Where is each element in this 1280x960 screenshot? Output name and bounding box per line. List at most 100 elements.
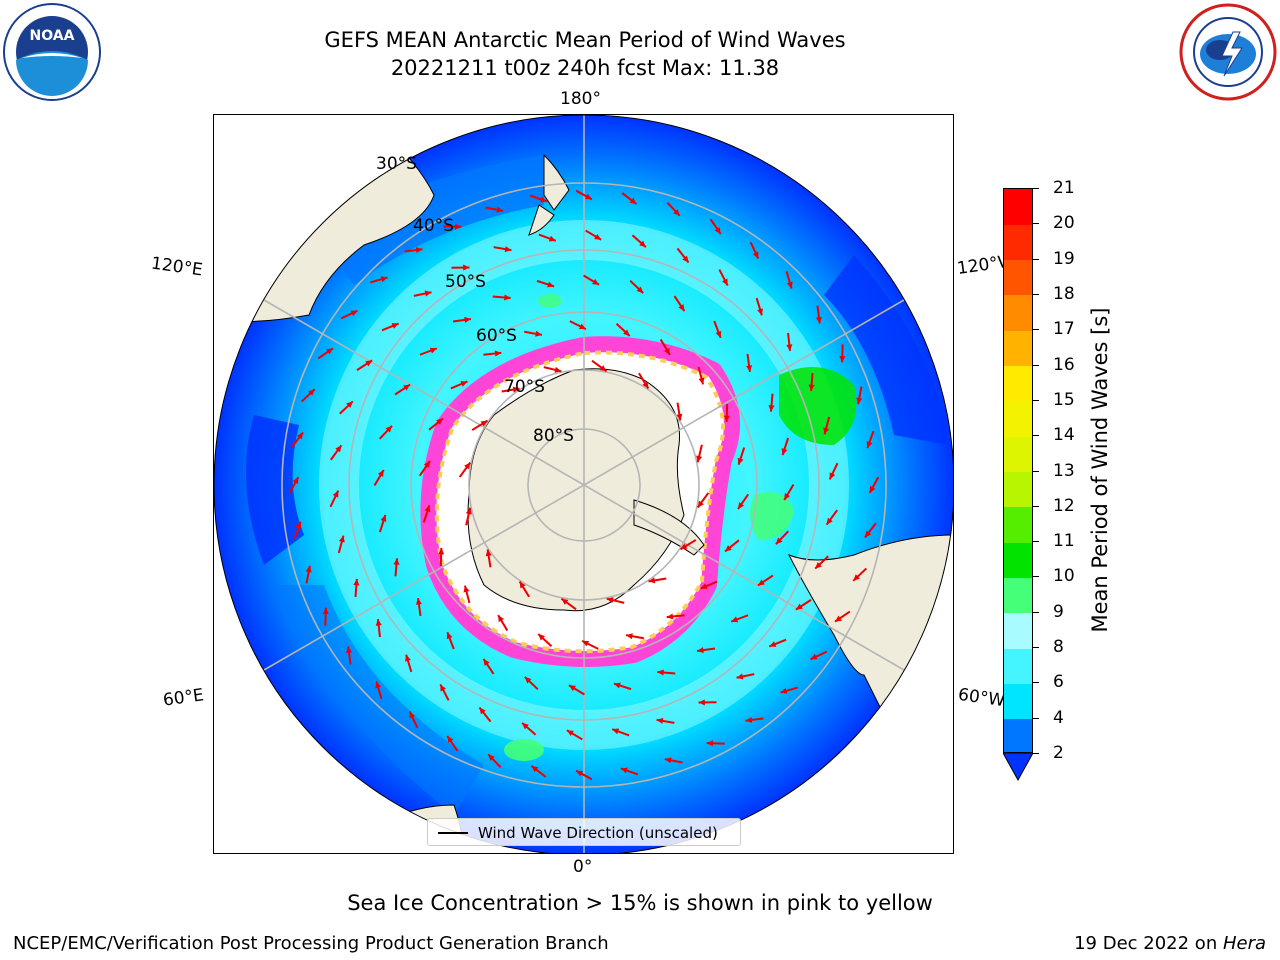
wind-wave-arrowhead (305, 565, 312, 573)
colorbar-tick-label: 6 (1053, 672, 1064, 693)
colorbar-tick-label: 19 (1053, 248, 1075, 269)
wind-wave-arrowhead (480, 420, 488, 427)
wind-wave-arrowhead (839, 355, 846, 363)
wind-wave-arrowhead (768, 405, 775, 412)
wind-wave-arrowhead (479, 707, 486, 715)
wind-wave-arrowhead (483, 658, 490, 666)
colorbar-segment (1004, 471, 1032, 508)
wind-wave-arrowhead (519, 581, 526, 589)
wind-wave-arrowhead (447, 735, 454, 743)
colorbar-segment (1004, 506, 1032, 543)
wind-wave-arrowhead (664, 757, 672, 764)
wind-wave-arrowhead (584, 193, 592, 200)
wind-wave-arrowhead (697, 500, 704, 508)
colorbar-segment (1004, 436, 1032, 472)
wind-wave-arrowhead (696, 455, 703, 463)
wind-wave-arrowhead (524, 676, 532, 684)
wind-wave-arrowhead (350, 310, 358, 317)
colorbar-tick-mark (1033, 364, 1039, 366)
wind-wave-arrowhead (568, 685, 576, 692)
lon-label-0: 0° (573, 857, 593, 877)
wind-wave-arrowhead (463, 585, 470, 593)
wind-wave-arrowhead (737, 457, 744, 465)
wind-wave-arrowhead (424, 290, 432, 297)
wind-wave-arrowhead (496, 206, 504, 213)
wind-wave-arrowhead (769, 641, 777, 647)
wave-period-patch (538, 294, 562, 308)
lon-label-60e: 60°E (161, 685, 206, 711)
polar-map: 30°S 40°S 50°S 60°S 70°S 80°S (214, 115, 953, 853)
colorbar-tick-mark (1033, 399, 1039, 401)
wind-wave-arrowhead (757, 308, 763, 316)
wind-wave-arrowhead (673, 209, 680, 216)
map-legend: Wind Wave Direction (unscaled) (427, 818, 741, 846)
wind-wave-arrowhead (424, 505, 431, 513)
wind-wave-arrowhead (642, 381, 649, 389)
wind-wave-arrowhead (613, 682, 621, 689)
wind-wave-arrowhead (664, 347, 670, 355)
wind-wave-arrowhead (415, 247, 423, 254)
wind-wave-arrowhead (823, 427, 830, 435)
wind-wave-arrowhead (535, 330, 542, 337)
wind-wave-arrowhead (826, 517, 833, 525)
noaa-logo: NOAA (3, 3, 101, 101)
colorbar-segment (1004, 542, 1032, 578)
wind-wave-arrowhead (639, 240, 646, 248)
wind-wave-arrowhead (375, 619, 382, 626)
map-frame: 30°S 40°S 50°S 60°S 70°S 80°S (213, 114, 954, 854)
colorbar-segment (1004, 259, 1032, 296)
lat-label-40s: 40°S (413, 216, 454, 236)
wind-wave-arrowhead (540, 196, 548, 203)
colorbar-tick-mark (1033, 188, 1039, 189)
wind-wave-arrowhead (522, 722, 529, 730)
wind-wave-arrowhead (678, 304, 685, 312)
wind-wave-arrowhead (576, 770, 584, 777)
lon-label-180: 180° (560, 89, 601, 109)
wind-wave-arrowhead (415, 598, 422, 605)
wind-wave-arrowhead (853, 574, 860, 581)
colorbar-segment (1004, 330, 1032, 367)
wind-wave-arrowhead (612, 728, 620, 735)
colorbar-tick-label: 13 (1053, 460, 1075, 481)
wind-wave-arrowhead (488, 754, 495, 761)
colorbar-under-extension (1003, 753, 1033, 781)
wind-wave-arrowhead (454, 223, 462, 230)
wind-wave-arrowhead (864, 530, 872, 538)
wind-wave-arrowhead (666, 613, 674, 620)
wind-wave-arrowhead (682, 255, 689, 263)
lat-label-50s: 50°S (445, 272, 486, 292)
colorbar-tick-mark (1033, 329, 1039, 331)
wave-period-patch (314, 155, 544, 285)
land-south-america-tip (842, 794, 953, 853)
graticule (214, 115, 953, 853)
wind-wave-arrowhead (757, 579, 765, 586)
land-new-zealand (528, 204, 555, 236)
colorbar-tick-mark (1033, 223, 1039, 225)
noaa-logo-text: NOAA (30, 28, 75, 44)
wind-wave-arrowhead (714, 227, 721, 235)
colorbar (1003, 188, 1033, 753)
colorbar-segment (1004, 612, 1032, 649)
wind-wave-arrowhead (353, 578, 360, 586)
wave-period-patch (750, 492, 794, 540)
wind-wave-arrowhead (393, 558, 400, 565)
colorbar-tick-label: 20 (1053, 213, 1075, 234)
lat-label-70s: 70°S (504, 377, 545, 397)
wind-wave-arrowhead (538, 634, 545, 641)
wind-wave-arrowhead (594, 233, 602, 240)
colorbar-tick-mark (1033, 717, 1039, 719)
colorbar-tick-label: 21 (1053, 178, 1075, 198)
lon-label-60w: 60°W (956, 684, 1007, 712)
wind-wave-arrowhead (295, 521, 302, 529)
colorbar-segment (1004, 294, 1032, 331)
footer-host: Hera (1222, 933, 1266, 954)
wind-wave-arrowhead (375, 681, 382, 689)
wind-wave-arrowhead (657, 669, 664, 676)
wind-wave-arrowhead (829, 472, 836, 480)
wind-wave-arrowhead (405, 654, 411, 662)
wind-wave-arrowhead (504, 246, 512, 253)
wind-wave-arrowhead (815, 316, 822, 324)
wind-wave-arrowhead (795, 603, 803, 610)
wind-wave-arrowhead (808, 384, 815, 392)
wind-wave-arrowhead (498, 615, 504, 623)
